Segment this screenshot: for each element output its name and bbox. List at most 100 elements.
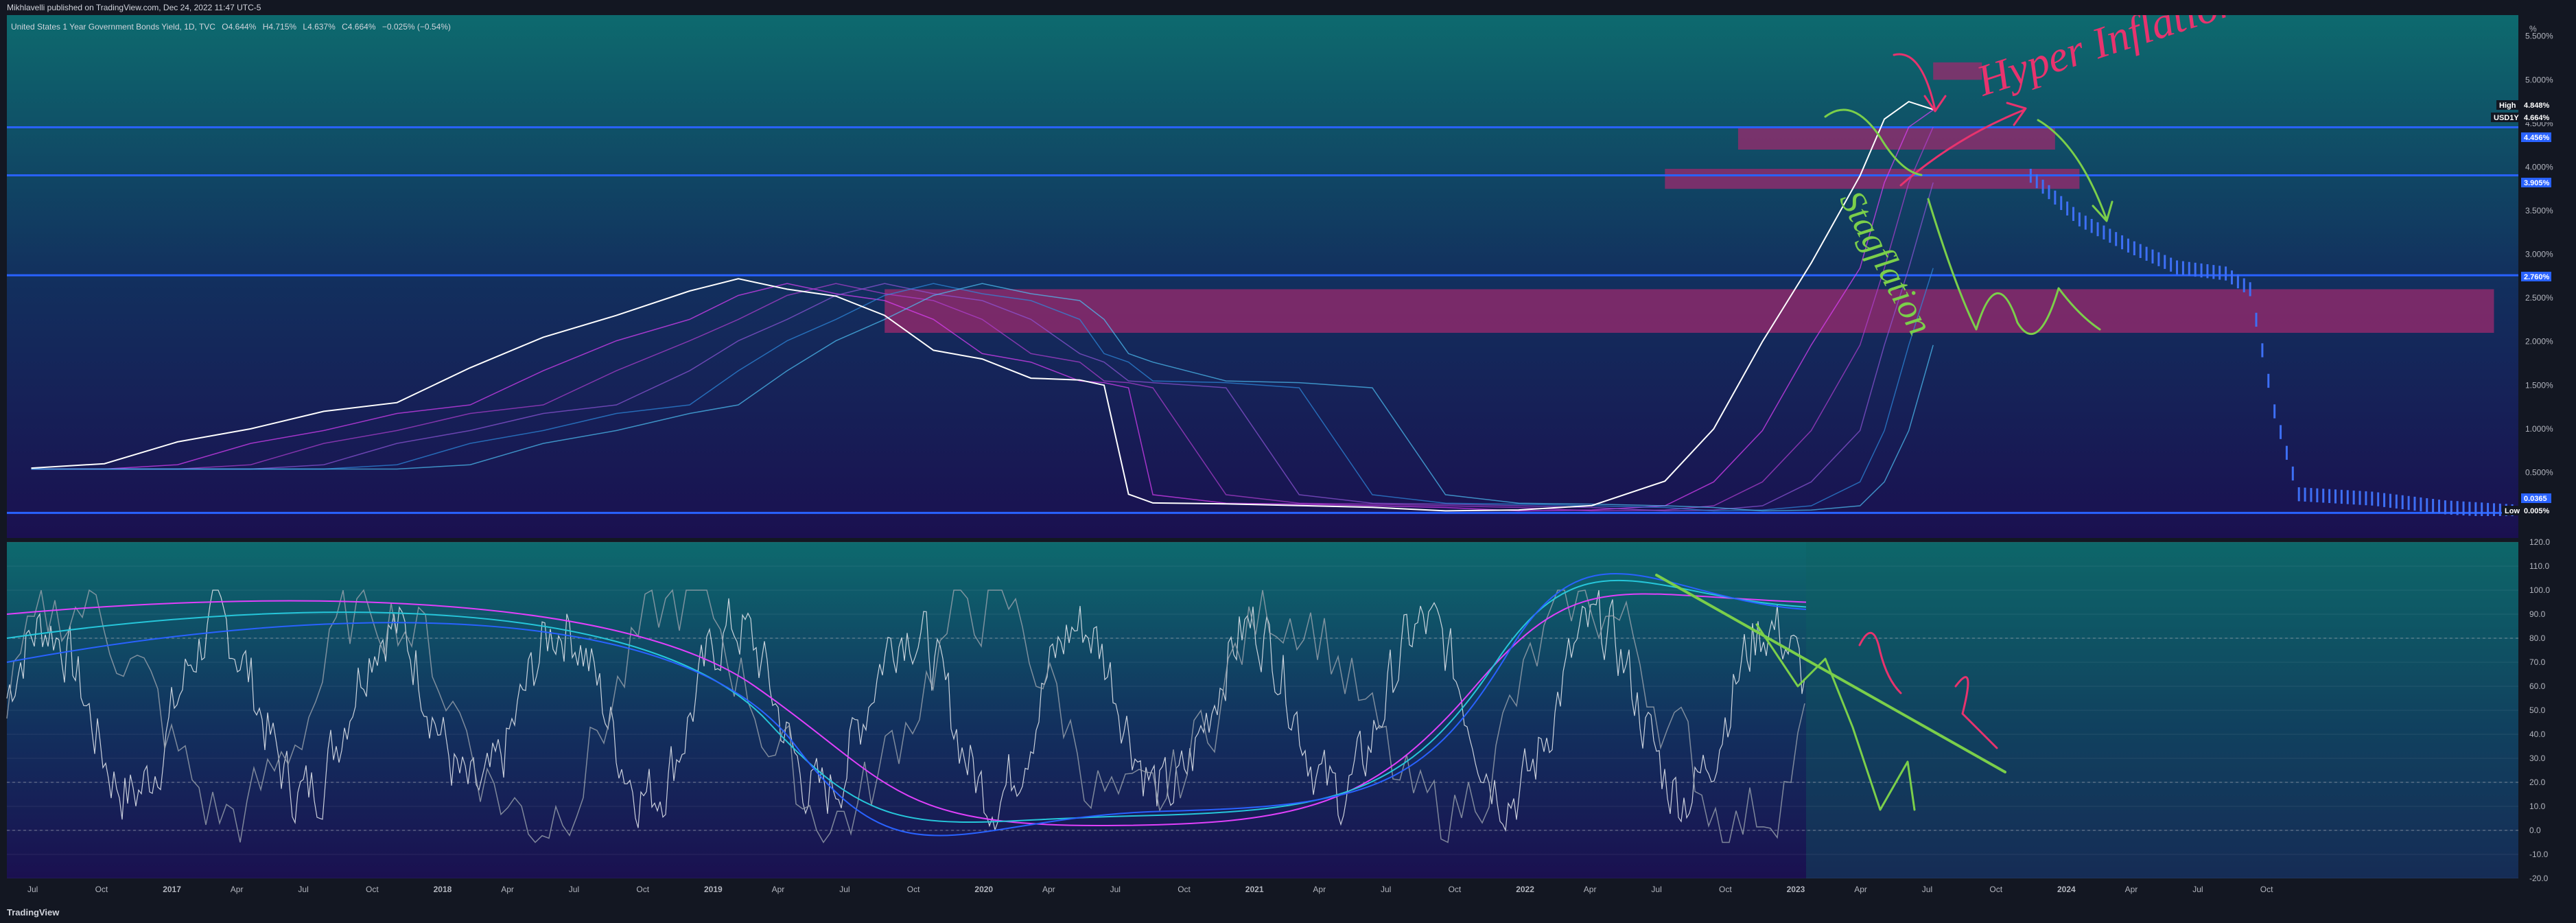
time-tick-label: 2017 <box>163 885 181 894</box>
symbol-legend[interactable]: United States 1 Year Government Bonds Yi… <box>11 22 455 32</box>
osc-tick-label: 90.0 <box>2529 609 2546 619</box>
price-tick-label: 4.000% <box>2525 162 2553 172</box>
time-tick-label: Oct <box>2260 885 2273 894</box>
time-tick-label: 2021 <box>1245 885 1264 894</box>
level-3-tag: 2.760% <box>2524 273 2550 281</box>
level-2-tag: 3.905% <box>2524 179 2550 187</box>
time-tick-label: Jul <box>569 885 579 894</box>
chart-canvas[interactable]: Hyper Inflation Stagflation %5.500%5.000… <box>0 15 2576 902</box>
time-tick-label: 2022 <box>1516 885 1534 894</box>
price-tick-label: 0.500% <box>2525 467 2553 477</box>
price-axis-tags: High 4.848% USD1Y 4.664% 4.456% 3.905% 2… <box>2491 100 2551 515</box>
pink-osc-arrow-1 <box>1858 631 1902 694</box>
high-tag-value: 4.848% <box>2524 102 2550 110</box>
time-tick-label: Oct <box>1178 885 1191 894</box>
oscillator-pane-bg <box>7 542 2518 878</box>
low-tag-label: Low <box>2505 507 2520 515</box>
time-tick-label: Apr <box>772 885 785 894</box>
publish-text: Mikhlavelli published on TradingView.com… <box>7 3 261 12</box>
time-tick-label: Oct <box>95 885 108 894</box>
osc-tick-label: 60.0 <box>2529 681 2546 691</box>
time-tick-label: Apr <box>1313 885 1326 894</box>
symbol-tag-value: 4.664% <box>2524 114 2550 122</box>
time-tick-label: 2019 <box>704 885 723 894</box>
legend-close: C4.664% <box>342 22 376 32</box>
ma-ribbon-line-1 <box>31 126 1934 512</box>
oscillator-blue-line <box>6 572 1807 837</box>
price-tick-label: 2.000% <box>2525 337 2553 347</box>
time-tick-label: Oct <box>1449 885 1462 894</box>
oscillator-slow-line <box>6 589 1805 843</box>
time-tick-label: Oct <box>1989 885 2002 894</box>
osc-tick-label: 40.0 <box>2529 729 2546 739</box>
legend-change: −0.025% (−0.54%) <box>382 22 451 32</box>
level-1-tag: 4.456% <box>2524 134 2550 142</box>
level-4-tag: 0.0365 <box>2524 495 2547 503</box>
time-tick-label: Apr <box>1854 885 1867 894</box>
osc-tick-label: 120.0 <box>2529 537 2550 547</box>
zone-3 <box>885 289 2494 333</box>
oscillator-magenta-line <box>6 593 1807 827</box>
time-tick-label: Apr <box>231 885 244 894</box>
ma-ribbon-line-3 <box>31 268 1934 512</box>
time-tick-label: Apr <box>2125 885 2138 894</box>
osc-tick-label: 110.0 <box>2529 561 2549 571</box>
osc-tick-label: -20.0 <box>2529 874 2549 883</box>
time-tick-label: Jul <box>1651 885 1661 894</box>
legend-symbol: United States 1 Year Government Bonds Yi… <box>11 22 215 32</box>
price-tick-label: 3.500% <box>2525 206 2553 215</box>
zone-2 <box>1665 168 2080 189</box>
time-tick-label: Apr <box>1584 885 1597 894</box>
time-tick-label: Jul <box>839 885 850 894</box>
price-tick-label: 2.500% <box>2525 293 2553 303</box>
time-tick-label: Apr <box>501 885 514 894</box>
time-tick-label: Jul <box>2192 885 2203 894</box>
osc-tick-label: 0.0 <box>2529 826 2541 835</box>
legend-open: O4.644% <box>222 22 257 32</box>
resistance-zones <box>885 62 2494 333</box>
price-series-line <box>31 100 1934 512</box>
ma-ribbon-line-4 <box>31 283 1934 512</box>
time-tick-label: Oct <box>907 885 920 894</box>
ma-ribbon-line-0 <box>31 109 1934 512</box>
time-tick-label: Oct <box>636 885 649 894</box>
price-axis-unit: % <box>2529 24 2537 34</box>
price-tick-label: 1.500% <box>2525 380 2553 390</box>
osc-tick-label: 50.0 <box>2529 705 2546 715</box>
oscillator-cyan-line <box>6 579 1807 823</box>
time-tick-label: Jul <box>1381 885 1391 894</box>
osc-tick-label: 70.0 <box>2529 657 2546 667</box>
price-pane-bg <box>7 15 2518 538</box>
time-tick-label: Apr <box>1042 885 1055 894</box>
high-tag-label: High <box>2499 102 2516 110</box>
price-tick-label: 3.000% <box>2525 250 2553 259</box>
moving-average-ribbon <box>31 109 1934 512</box>
time-tick-label: 2018 <box>434 885 452 894</box>
green-wave <box>1927 198 2101 336</box>
pink-osc-arrow-2 <box>1954 676 1998 749</box>
footer-bar: TradingView <box>0 902 2576 923</box>
oscillator-future-area <box>1806 542 2518 878</box>
tradingview-logo[interactable]: TradingView <box>7 907 60 918</box>
low-tag-value: 0.005% <box>2524 507 2550 515</box>
time-tick-label: Oct <box>366 885 379 894</box>
oscillator-axis[interactable]: 120.0 110.0 100.0 90.0 80.0 70.0 60.0 50.0 40.0 3… <box>2529 537 2550 883</box>
price-tick-label: 1.000% <box>2525 424 2553 434</box>
time-tick-label: Jul <box>27 885 38 894</box>
osc-tick-label: -10.0 <box>2529 850 2549 859</box>
time-tick-label: Jul <box>1922 885 1932 894</box>
osc-tick-label: 30.0 <box>2529 753 2546 763</box>
legend-low: L4.637% <box>303 22 336 32</box>
osc-tick-label: 100.0 <box>2529 585 2550 595</box>
time-tick-label: 2023 <box>1787 885 1805 894</box>
zone-0 <box>1933 62 1982 80</box>
time-tick-label: Oct <box>1719 885 1732 894</box>
osc-tick-label: 10.0 <box>2529 802 2546 811</box>
time-tick-label: 2024 <box>2057 885 2076 894</box>
green-arrow-1 <box>2037 119 2114 222</box>
time-tick-label: 2020 <box>974 885 993 894</box>
price-tick-label: 5.000% <box>2525 75 2553 84</box>
time-axis[interactable]: Jul Oct 2017 Apr Jul Oct 2018 Apr Jul Oct 2019 Apr J… <box>0 878 2518 902</box>
price-axis[interactable]: %5.500%5.000%4.500%4.000%3.500%3.000%2.5… <box>2518 15 2576 902</box>
pane-separator[interactable] <box>7 538 2518 542</box>
